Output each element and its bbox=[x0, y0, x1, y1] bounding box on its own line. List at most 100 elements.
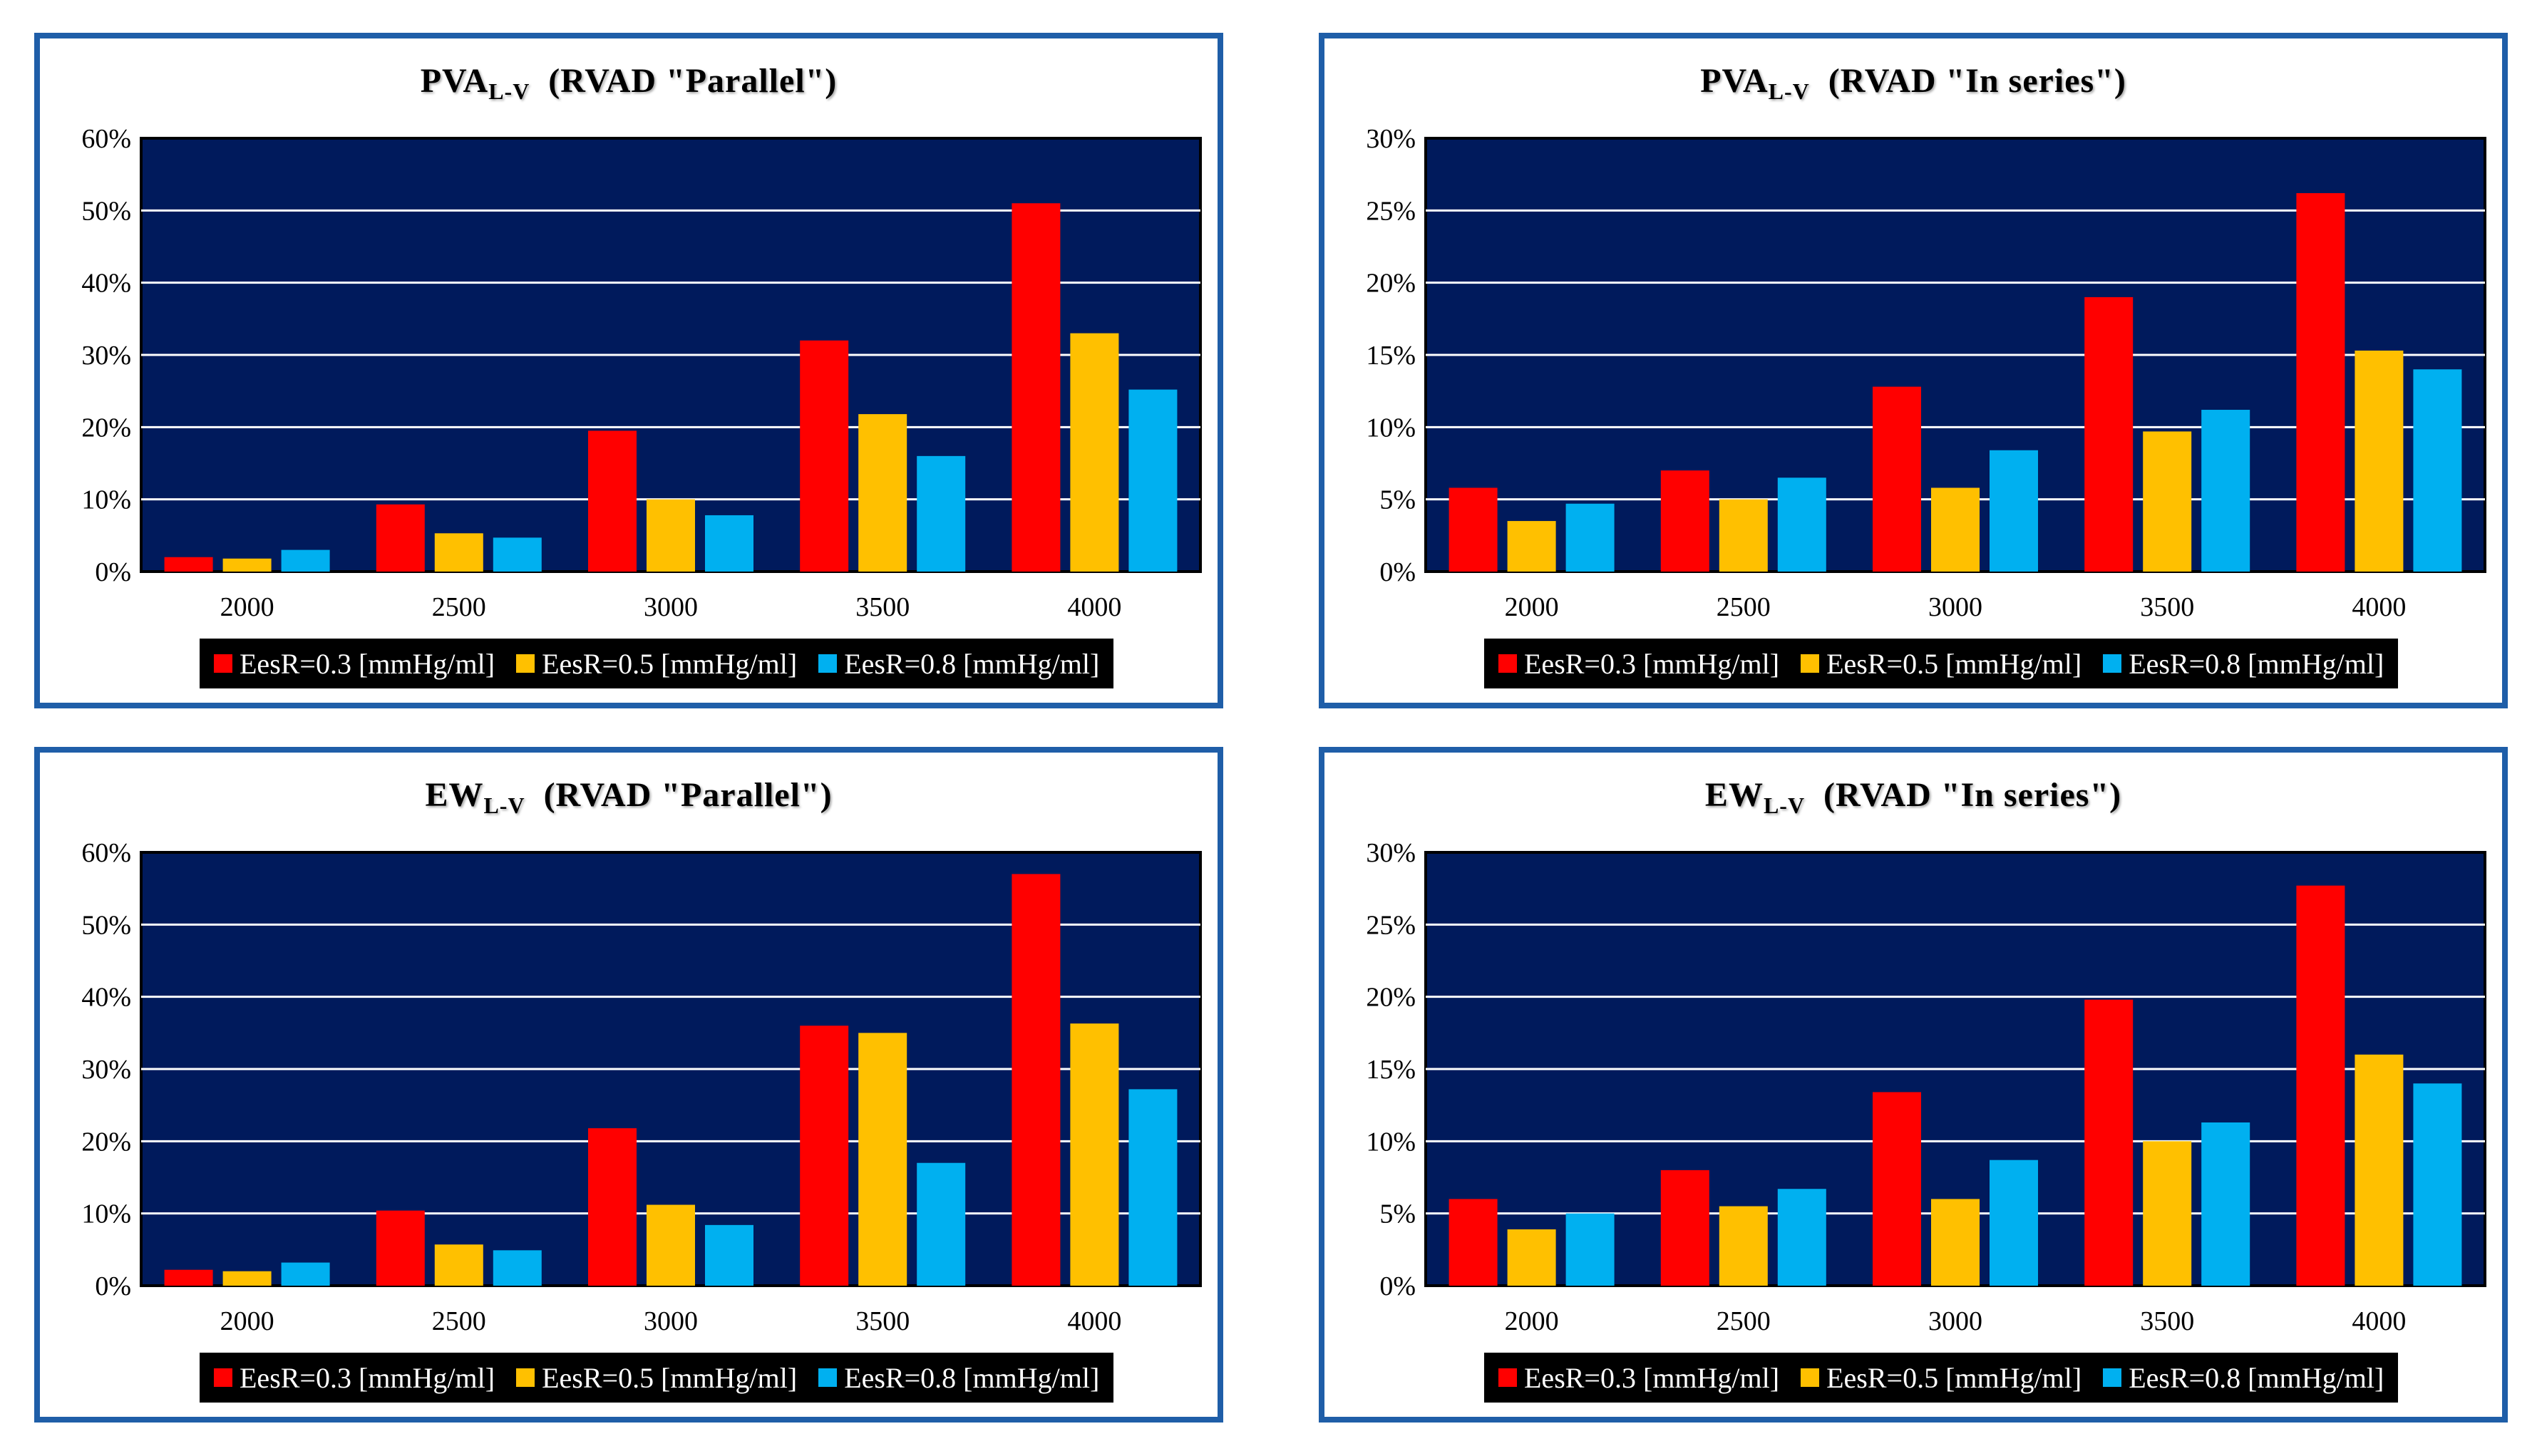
y-tick-label: 40% bbox=[81, 269, 131, 299]
bar-eesr-0-3-mmhg-ml-4000 bbox=[1012, 874, 1061, 1286]
bar-eesr-0-8-mmhg-ml-3000 bbox=[705, 515, 753, 572]
bar-eesr-0-5-mmhg-ml-2000 bbox=[1507, 1229, 1556, 1286]
bar-eesr-0-3-mmhg-ml-4000 bbox=[1012, 203, 1061, 572]
y-tick-label: 15% bbox=[1366, 1055, 1416, 1085]
chart-title-rest: (RVAD "In series") bbox=[1809, 62, 2126, 100]
bar-eesr-0-5-mmhg-ml-2500 bbox=[1719, 499, 1768, 572]
bar-eesr-0-8-mmhg-ml-3000 bbox=[1990, 1160, 2038, 1286]
x-tick-label: 3000 bbox=[644, 1306, 698, 1336]
chart-title: EWL-V (RVAD "Parallel") bbox=[40, 775, 1218, 819]
bar-eesr-0-5-mmhg-ml-3500 bbox=[858, 414, 907, 572]
bar-eesr-0-3-mmhg-ml-2500 bbox=[1660, 470, 1709, 572]
y-tick-label: 10% bbox=[81, 485, 131, 515]
bar-eesr-0-8-mmhg-ml-2500 bbox=[493, 1250, 542, 1286]
bar-chart: 0% 10% 20% 30% 40% 50% 60% 2000 2500 3000 3500 4000 bbox=[81, 838, 1202, 1336]
bar-chart: 0% 5% 10% 15% 20% 25% 30% 2000 2500 3000 3500 4000 bbox=[1366, 838, 2486, 1336]
bar-eesr-0-3-mmhg-ml-2500 bbox=[376, 504, 425, 572]
y-tick-label: 30% bbox=[1366, 124, 1416, 154]
bar-eesr-0-3-mmhg-ml-3500 bbox=[2084, 999, 2134, 1286]
legend-item: EesR=0.8 [mmHg/ml] bbox=[2103, 647, 2384, 681]
x-tick-label: 3000 bbox=[644, 592, 698, 622]
bar-eesr-0-5-mmhg-ml-4000 bbox=[2355, 1054, 2404, 1286]
bar-eesr-0-8-mmhg-ml-4000 bbox=[2413, 369, 2462, 572]
legend-swatch bbox=[2103, 1368, 2122, 1387]
chart-title: PVAL-V (RVAD "In series") bbox=[1324, 61, 2502, 105]
legend-label: EesR=0.8 [mmHg/ml] bbox=[844, 647, 1100, 680]
bar-chart: 0% 5% 10% 15% 20% 25% 30% 2000 2500 3000 3500 4000 bbox=[1366, 124, 2486, 622]
bar-eesr-0-5-mmhg-ml-2000 bbox=[222, 558, 272, 572]
legend-swatch bbox=[1498, 654, 1517, 673]
bar-eesr-0-8-mmhg-ml-2000 bbox=[1565, 1213, 1615, 1286]
legend-swatch bbox=[2103, 654, 2122, 673]
legend-label: EesR=0.5 [mmHg/ml] bbox=[542, 1361, 798, 1394]
chart-title-main: PVA bbox=[420, 62, 489, 100]
bar-eesr-0-5-mmhg-ml-3000 bbox=[1931, 487, 1980, 572]
legend-swatch bbox=[214, 654, 232, 673]
x-tick-label: 3000 bbox=[1928, 592, 1982, 622]
chart-panel-pva-in-series: PVAL-V (RVAD "In series") 0% 5% 10% 15% 20% 25… bbox=[1319, 33, 2508, 708]
x-tick-label: 2000 bbox=[220, 1306, 274, 1336]
legend-label: EesR=0.5 [mmHg/ml] bbox=[1826, 1361, 2082, 1394]
y-tick-label: 0% bbox=[95, 1271, 131, 1301]
bar-eesr-0-8-mmhg-ml-4000 bbox=[1128, 1089, 1178, 1286]
x-tick-label: 2000 bbox=[220, 592, 274, 622]
chart-title-rest: (RVAD "In series") bbox=[1805, 776, 2122, 814]
y-tick-label: 0% bbox=[95, 557, 131, 587]
y-tick-label: 20% bbox=[1366, 269, 1416, 299]
bar-eesr-0-3-mmhg-ml-4000 bbox=[2296, 193, 2345, 572]
legend-item: EesR=0.3 [mmHg/ml] bbox=[1498, 1361, 1779, 1395]
bar-eesr-0-8-mmhg-ml-3500 bbox=[2201, 1122, 2250, 1286]
legend: EesR=0.3 [mmHg/ml] EesR=0.5 [mmHg/ml] EesR… bbox=[200, 639, 1114, 688]
x-tick-label: 2500 bbox=[1717, 592, 1771, 622]
legend-item: EesR=0.5 [mmHg/ml] bbox=[516, 647, 797, 681]
bar-eesr-0-3-mmhg-ml-3500 bbox=[800, 1026, 849, 1286]
bar-eesr-0-3-mmhg-ml-3000 bbox=[1873, 1092, 1921, 1286]
y-tick-label: 50% bbox=[81, 910, 131, 940]
chart-title-main: PVA bbox=[1700, 62, 1769, 100]
x-tick-label: 4000 bbox=[2352, 592, 2406, 622]
chart-title-main: EW bbox=[425, 776, 484, 814]
bar-eesr-0-3-mmhg-ml-2500 bbox=[376, 1210, 425, 1286]
chart-title: PVAL-V (RVAD "Parallel") bbox=[40, 61, 1218, 105]
x-tick-label: 2500 bbox=[1717, 1306, 1771, 1336]
x-tick-label: 4000 bbox=[2352, 1306, 2406, 1336]
chart-title-subscript: L-V bbox=[483, 792, 525, 818]
bar-eesr-0-8-mmhg-ml-3500 bbox=[917, 455, 966, 572]
chart-title-subscript: L-V bbox=[1768, 78, 1810, 104]
legend-swatch bbox=[1801, 1368, 1820, 1387]
legend-label: EesR=0.8 [mmHg/ml] bbox=[2129, 1361, 2384, 1394]
bar-eesr-0-5-mmhg-ml-3000 bbox=[647, 1204, 695, 1286]
bar-eesr-0-8-mmhg-ml-4000 bbox=[1128, 389, 1178, 572]
bar-eesr-0-3-mmhg-ml-2000 bbox=[164, 1269, 213, 1286]
bar-eesr-0-3-mmhg-ml-3000 bbox=[588, 430, 637, 572]
bar-eesr-0-5-mmhg-ml-4000 bbox=[2355, 350, 2404, 572]
legend-label: EesR=0.3 [mmHg/ml] bbox=[1524, 647, 1780, 680]
bar-eesr-0-5-mmhg-ml-3500 bbox=[2143, 431, 2192, 572]
legend-item: EesR=0.8 [mmHg/ml] bbox=[818, 647, 1099, 681]
legend-swatch bbox=[516, 1368, 535, 1387]
legend-item: EesR=0.3 [mmHg/ml] bbox=[214, 647, 495, 681]
bar-eesr-0-5-mmhg-ml-2000 bbox=[222, 1271, 272, 1286]
legend-label: EesR=0.5 [mmHg/ml] bbox=[1826, 647, 2082, 680]
legend-item: EesR=0.5 [mmHg/ml] bbox=[1801, 1361, 2082, 1395]
legend-item: EesR=0.3 [mmHg/ml] bbox=[1498, 647, 1779, 681]
legend-label: EesR=0.8 [mmHg/ml] bbox=[2129, 647, 2384, 680]
legend-item: EesR=0.8 [mmHg/ml] bbox=[818, 1361, 1099, 1395]
bar-eesr-0-8-mmhg-ml-2000 bbox=[281, 1262, 330, 1286]
bar-eesr-0-8-mmhg-ml-3500 bbox=[917, 1162, 966, 1286]
x-tick-label: 2500 bbox=[432, 1306, 486, 1336]
bar-eesr-0-5-mmhg-ml-2500 bbox=[434, 533, 483, 572]
x-tick-label: 4000 bbox=[1067, 1306, 1121, 1336]
bar-eesr-0-8-mmhg-ml-2500 bbox=[1777, 1189, 1826, 1286]
bar-eesr-0-5-mmhg-ml-4000 bbox=[1070, 333, 1119, 572]
y-tick-label: 5% bbox=[1379, 1199, 1416, 1229]
y-tick-label: 60% bbox=[81, 124, 131, 154]
x-tick-label: 2000 bbox=[1505, 592, 1559, 622]
y-tick-label: 15% bbox=[1366, 341, 1416, 371]
bar-eesr-0-3-mmhg-ml-3000 bbox=[1873, 386, 1921, 572]
y-tick-label: 20% bbox=[81, 1127, 131, 1157]
legend-label: EesR=0.3 [mmHg/ml] bbox=[1524, 1361, 1780, 1394]
legend-swatch bbox=[818, 654, 838, 673]
chart-title-subscript: L-V bbox=[488, 78, 530, 104]
y-tick-label: 20% bbox=[1366, 983, 1416, 1013]
